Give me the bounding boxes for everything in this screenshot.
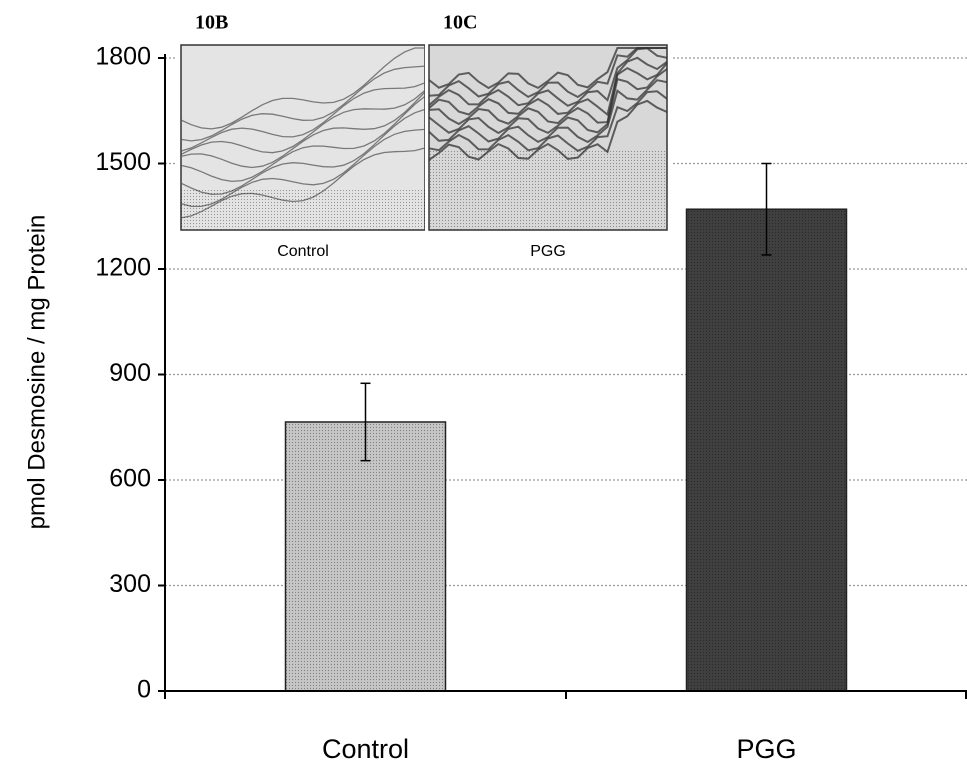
y-tick-label: 900 — [109, 359, 151, 387]
y-tick-label: 0 — [137, 676, 151, 704]
inset-texture — [180, 95, 426, 183]
inset-texture — [180, 82, 426, 152]
x-tick-label: PGG — [736, 734, 796, 764]
error-bar — [761, 162, 772, 256]
y-tick-label: 600 — [109, 465, 151, 493]
y-tick-label: 1800 — [95, 43, 151, 71]
inset-texture — [428, 62, 668, 126]
inset-texture — [428, 68, 668, 135]
inset-texture — [428, 56, 668, 117]
y-axis-label: pmol Desmosine / mg Protein — [23, 215, 50, 530]
inset-caption: Control — [277, 243, 329, 260]
inset-texture — [180, 89, 426, 155]
inset-label: 10B — [195, 12, 228, 34]
inset-texture — [428, 47, 668, 107]
inset-texture — [180, 91, 426, 169]
bar — [284, 421, 447, 692]
inset-texture — [428, 79, 668, 144]
y-tick-label: 1200 — [95, 254, 151, 282]
y-tick-label: 300 — [109, 570, 151, 598]
y-tick-label: 1500 — [95, 148, 151, 176]
error-bar — [360, 382, 371, 462]
inset-caption: PGG — [530, 243, 566, 260]
inset-texture — [428, 47, 667, 99]
inset-texture — [428, 47, 667, 90]
inset-texture — [180, 65, 426, 142]
bar — [685, 208, 848, 692]
inset-texture — [180, 47, 425, 130]
inset-texture — [428, 90, 668, 152]
inset-label: 10C — [443, 12, 477, 34]
x-tick-label: Control — [322, 734, 409, 764]
